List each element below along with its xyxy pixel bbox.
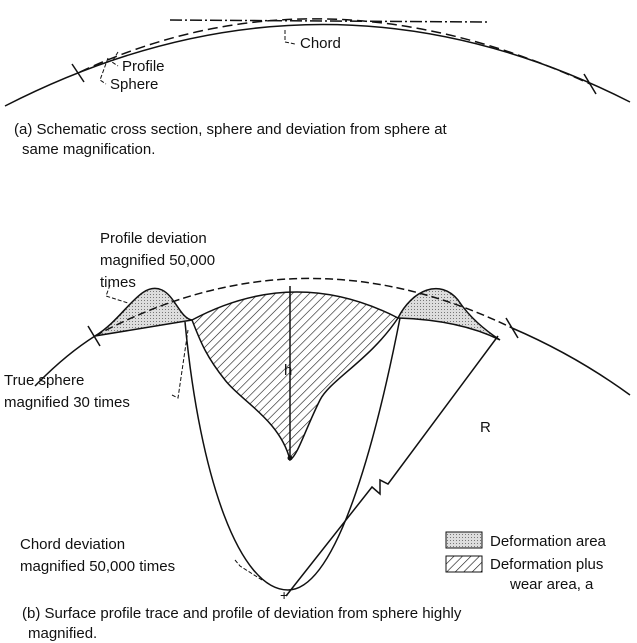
label: True sphere: [4, 372, 84, 389]
label: Profile deviation: [100, 230, 207, 247]
label: Chord deviation: [20, 536, 125, 553]
leader: [284, 30, 296, 45]
label: Chord: [300, 35, 341, 52]
leader: [105, 284, 129, 304]
r-line: [285, 335, 499, 597]
right-arc: [511, 327, 631, 396]
tick: [87, 325, 101, 347]
caption: (b) Surface profile trace and profile of…: [22, 605, 462, 622]
legend-swatch: [445, 555, 483, 573]
sphere-arc: [94, 277, 513, 337]
tick: [583, 73, 597, 95]
center-mark: +: [280, 587, 288, 603]
legend-label: Deformation plus: [490, 556, 603, 573]
caption: same magnification.: [22, 141, 155, 158]
caption: magnified.: [28, 625, 97, 642]
dot: [287, 455, 293, 461]
label: Profile: [122, 58, 165, 75]
label: times: [100, 274, 136, 291]
legend-swatch: [445, 531, 483, 549]
label: magnified 50,000: [100, 252, 215, 269]
leader: [171, 329, 189, 399]
right-hump: [396, 288, 501, 341]
label: Sphere: [110, 76, 158, 93]
profile-arc: [4, 23, 631, 107]
hatched-area: [191, 291, 400, 462]
leader: [234, 559, 263, 581]
label: magnified 50,000 times: [20, 558, 175, 575]
legend-label: Deformation area: [490, 533, 607, 550]
label: magnified 30 times: [4, 394, 130, 411]
legend-label: wear area, a: [509, 576, 594, 593]
leader: [111, 51, 119, 67]
leader: [99, 57, 109, 85]
left-arc: [34, 335, 96, 387]
chord-deviation: [184, 317, 401, 591]
label: h: [284, 362, 292, 379]
tick: [505, 317, 519, 339]
caption: (a) Schematic cross section, sphere and …: [14, 121, 448, 138]
label: R: [480, 419, 491, 436]
sphere-arc: [79, 18, 591, 85]
panel-b: + Profile deviation magnified 50,000 tim…: [4, 230, 631, 642]
tick: [71, 63, 85, 83]
panel-a: Chord Profile Sphere (a) Schematic cross…: [4, 18, 631, 158]
chord: [169, 19, 491, 23]
